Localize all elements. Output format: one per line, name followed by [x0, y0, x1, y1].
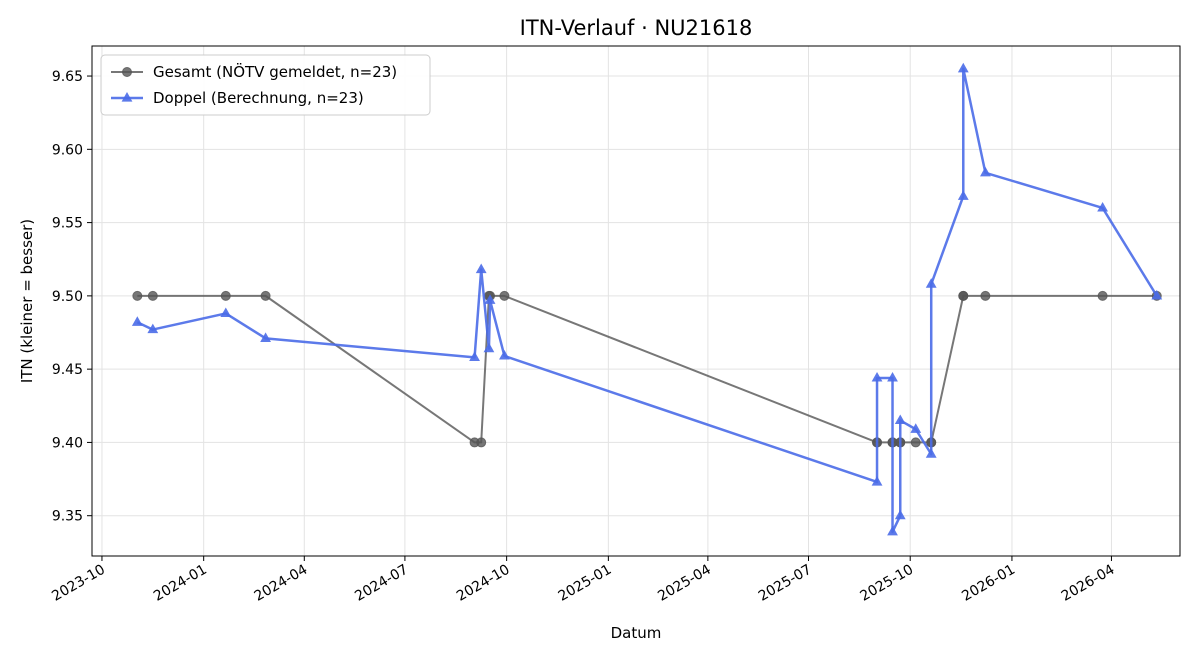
y-tick-label: 9.40 — [52, 435, 83, 451]
data-point — [871, 371, 883, 382]
data-point — [871, 475, 883, 486]
y-tick-label: 9.50 — [52, 289, 83, 305]
data-point — [121, 92, 133, 102]
data-point — [499, 290, 510, 301]
data-point — [1097, 201, 1109, 212]
data-point — [147, 323, 159, 334]
data-point — [957, 190, 969, 200]
series-doppel — [131, 62, 1163, 536]
data-point — [499, 349, 510, 360]
data-point — [220, 307, 232, 318]
x-tick-label: 2025-07 — [756, 562, 815, 605]
data-point — [483, 342, 495, 353]
x-tick-label: 2024-07 — [352, 562, 411, 605]
grid — [92, 46, 1180, 556]
data-point — [1097, 290, 1108, 301]
x-tick-label: 2026-01 — [959, 562, 1018, 605]
chart-title: ITN-Verlauf · NU21618 — [520, 16, 753, 40]
x-tick-label: 2025-04 — [655, 562, 714, 605]
x-axis-label: Datum — [611, 624, 662, 642]
legend-box — [100, 54, 431, 116]
data-point — [476, 437, 487, 448]
y-tick-label: 9.45 — [52, 362, 83, 378]
data-point — [910, 437, 921, 448]
data-point — [887, 371, 898, 382]
y-axis-label: ITN (kleiner = besser) — [18, 219, 36, 383]
x-tick-label: 2024-04 — [252, 562, 311, 605]
legend-label: Gesamt (NÖTV gemeldet, n=23) — [153, 62, 397, 81]
data-point — [958, 290, 969, 301]
y-tick-label: 9.55 — [52, 216, 83, 232]
data-point — [469, 351, 480, 362]
data-point — [979, 166, 991, 177]
x-tick-label: 2025-10 — [858, 562, 917, 605]
data-point — [1151, 289, 1163, 300]
legend: Gesamt (NÖTV gemeldet, n=23) Doppel (Bere… — [100, 54, 431, 116]
x-tick-label: 2025-01 — [556, 562, 615, 605]
data-point — [910, 423, 922, 433]
x-tick-label: 2023-10 — [49, 562, 108, 605]
data-point — [131, 316, 143, 326]
data-point — [925, 448, 937, 458]
data-point — [260, 290, 271, 301]
x-tick-label: 2024-01 — [151, 562, 210, 605]
data-point — [475, 263, 487, 274]
data-point — [925, 278, 937, 288]
data-point — [484, 294, 496, 304]
series-line — [136, 67, 1158, 534]
data-point — [220, 290, 231, 301]
data-point — [980, 290, 991, 301]
data-point — [147, 290, 158, 301]
y-tick-label: 9.60 — [52, 142, 83, 158]
data-point — [122, 67, 132, 77]
plot-frame — [91, 45, 1181, 557]
series-layer — [131, 62, 1163, 536]
data-point — [957, 62, 969, 73]
x-tick-label: 2024-10 — [454, 562, 513, 605]
data-point — [894, 509, 906, 520]
data-point — [894, 414, 906, 425]
legend-label: Doppel (Berechnung, n=23) — [153, 89, 364, 107]
y-tick-label: 9.65 — [52, 69, 83, 85]
y-tick-label: 9.35 — [52, 509, 83, 525]
data-point — [260, 332, 271, 342]
data-point — [132, 290, 143, 301]
x-tick-label: 2026-04 — [1059, 562, 1118, 605]
data-point — [887, 525, 898, 536]
